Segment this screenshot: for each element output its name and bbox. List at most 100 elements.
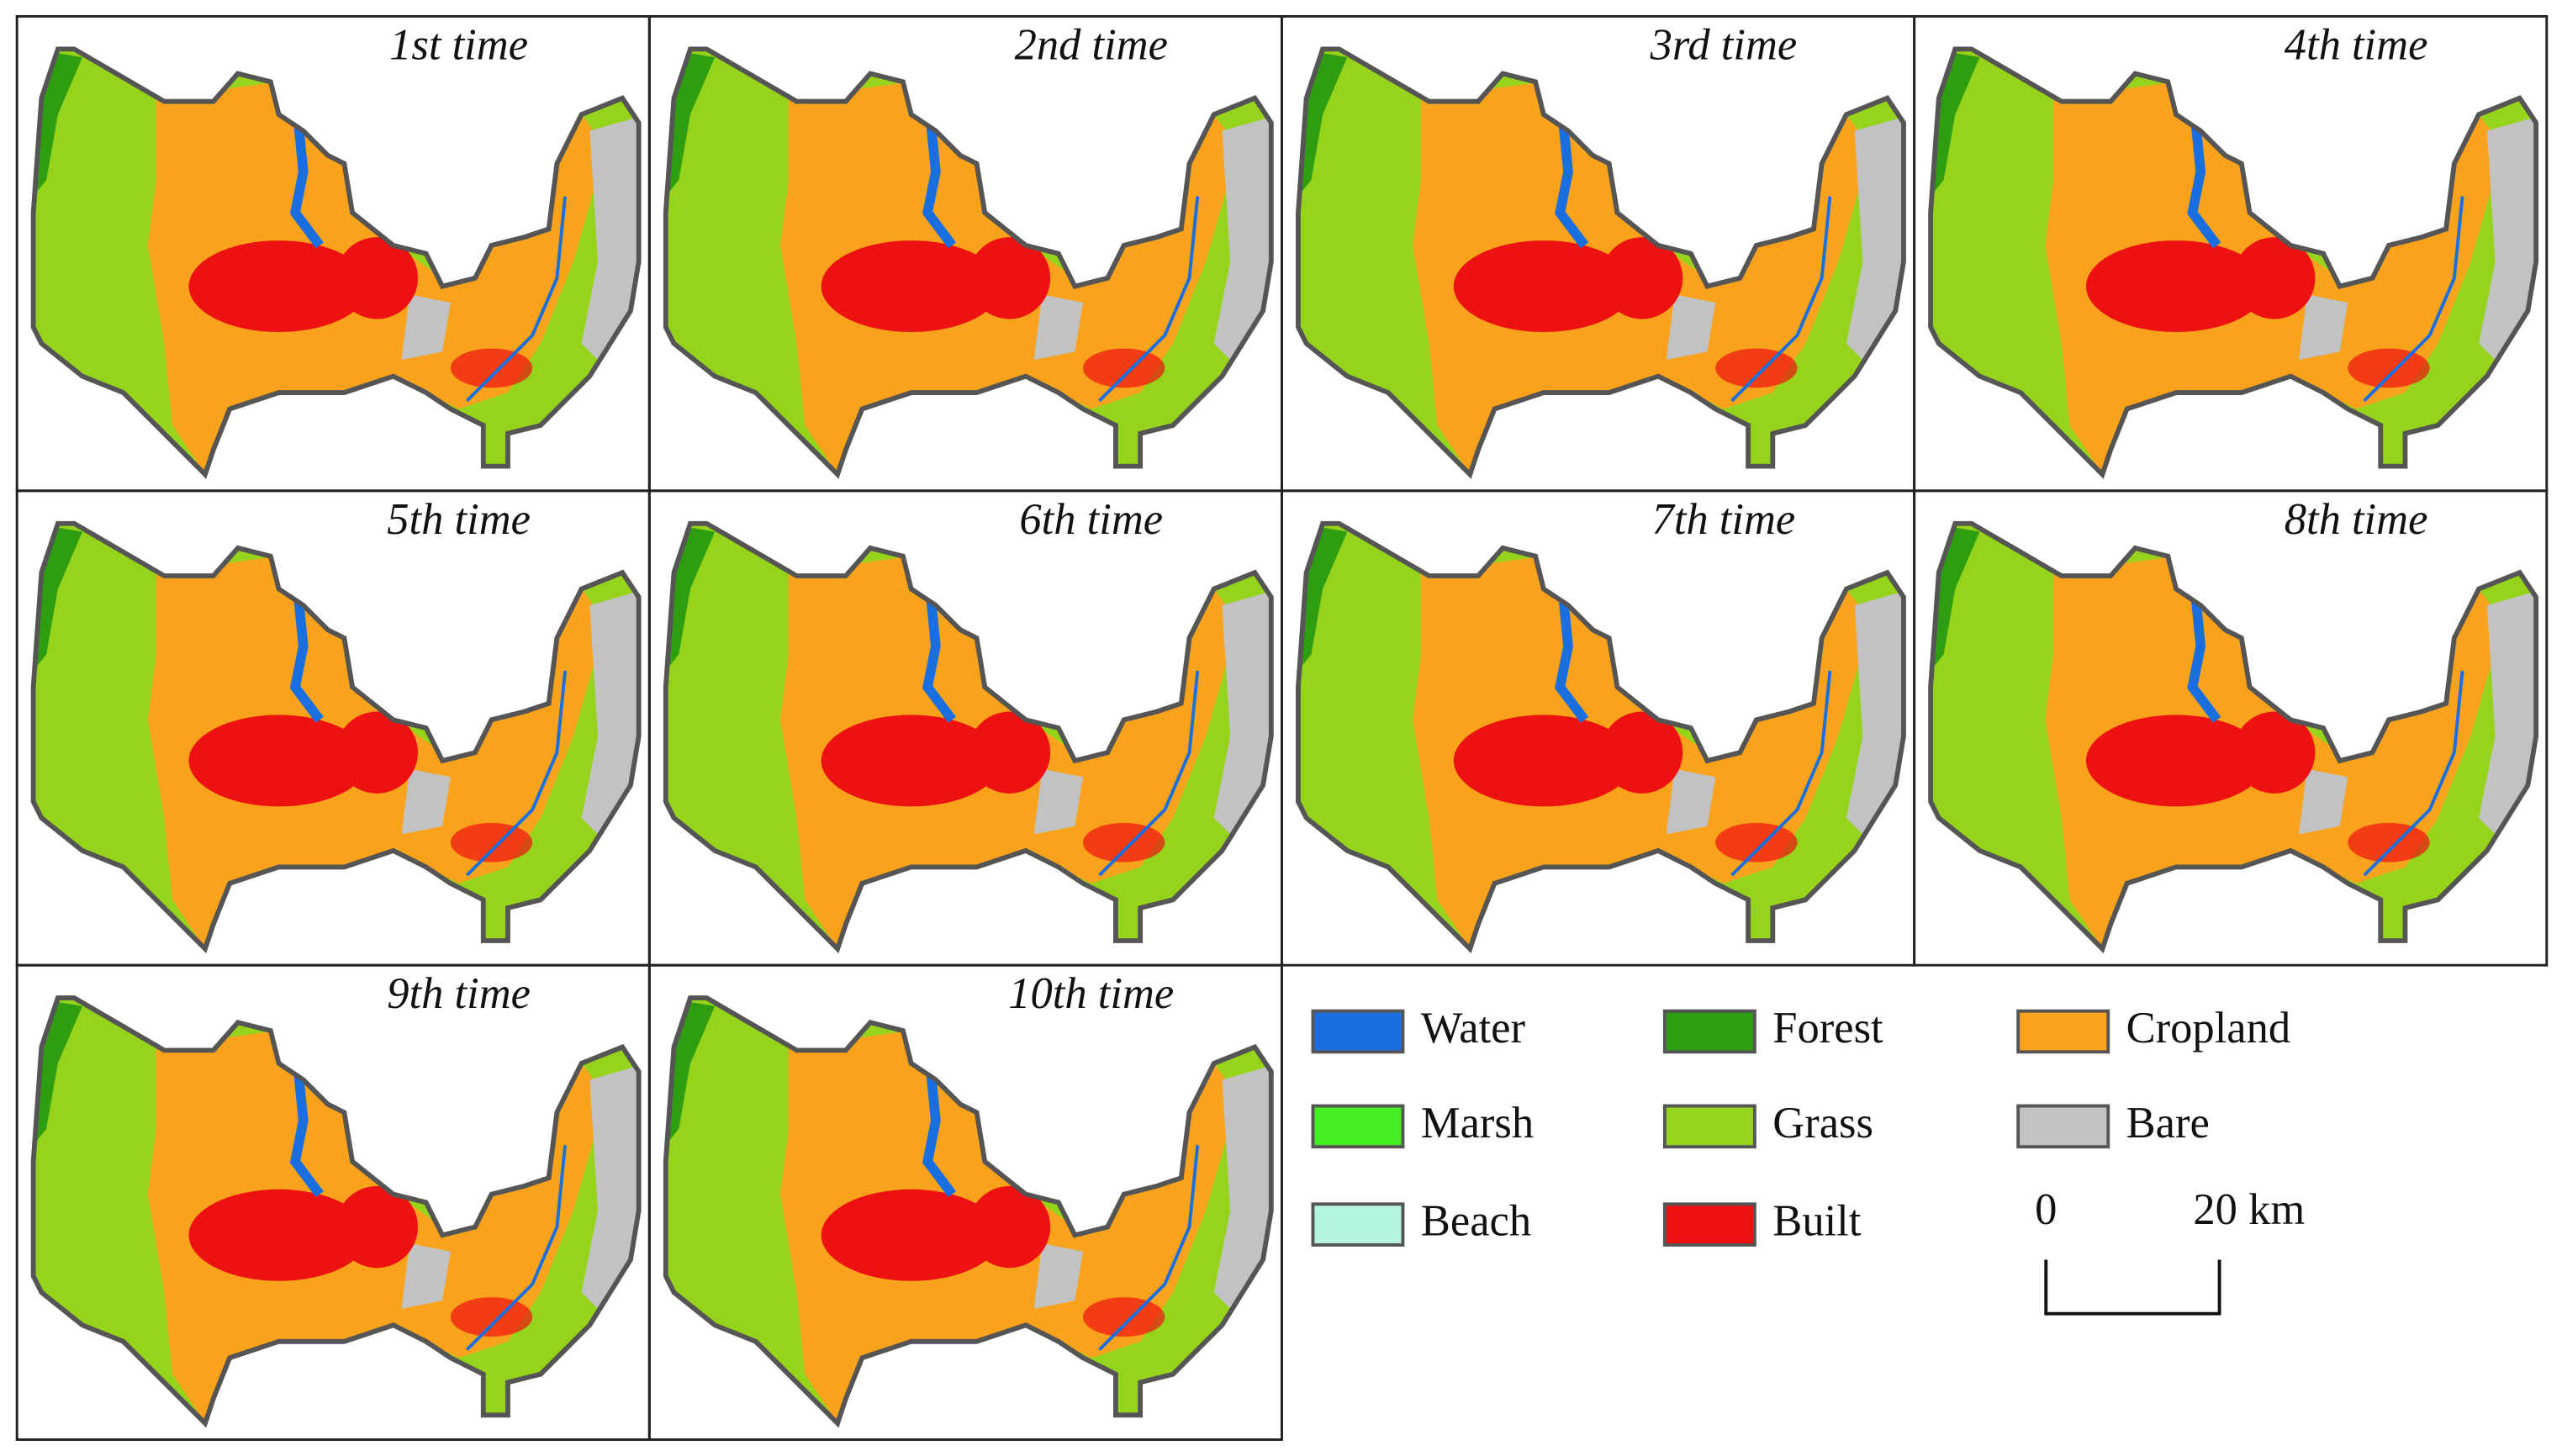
built-area <box>2348 822 2430 863</box>
river <box>289 596 324 723</box>
land-use-map <box>33 998 639 1424</box>
built-area <box>821 715 1001 807</box>
land-use-map <box>33 49 639 475</box>
river <box>2187 596 2221 723</box>
bare-patch <box>401 294 451 361</box>
panel-title: 3rd time <box>1650 20 1798 69</box>
map-panel: 2nd time <box>647 15 1283 493</box>
land-use-map <box>665 523 1271 949</box>
legend-swatch <box>1311 1202 1405 1247</box>
river <box>922 1071 957 1198</box>
built-area <box>450 1297 533 1337</box>
panel-frame <box>1913 489 2549 967</box>
built-area <box>188 240 369 333</box>
river <box>465 196 568 403</box>
built-area <box>2085 240 2267 333</box>
legend-label: Beach <box>1421 1197 1531 1246</box>
bare-patch <box>1033 294 1084 361</box>
map-panel: 5th time <box>15 489 651 967</box>
legend-label: Cropland <box>2126 1004 2291 1052</box>
land-use-map <box>665 998 1271 1424</box>
legend-label: Water <box>1421 1004 1526 1052</box>
map-panel: 9th time <box>15 963 651 1441</box>
built-area <box>188 1189 369 1281</box>
bare-patch <box>401 1243 451 1309</box>
scale-label: 20 km <box>2193 1185 2305 1234</box>
bare-patch <box>2298 294 2348 361</box>
map-panel: 10th time <box>647 963 1283 1441</box>
bare-patch <box>401 768 451 835</box>
built-area <box>1600 711 1683 794</box>
legend-label: Bare <box>2126 1099 2210 1147</box>
bare-patch <box>1666 768 1716 835</box>
built-area <box>1453 715 1634 807</box>
built-area <box>2233 237 2316 319</box>
land-use-map <box>1297 523 1904 949</box>
built-area <box>1083 1297 1165 1337</box>
built-area <box>1083 822 1165 863</box>
legend-label: Grass <box>1772 1099 1873 1147</box>
built-area <box>335 237 418 319</box>
land-use-map <box>1931 49 2537 475</box>
built-area <box>2348 348 2430 388</box>
built-area <box>2085 715 2267 807</box>
built-area <box>821 240 1001 333</box>
bare-patch <box>1033 768 1084 835</box>
built-area <box>188 715 369 807</box>
land-use-map <box>1297 49 1904 475</box>
panel-title: 5th time <box>387 495 531 544</box>
scale-label: 0 <box>2035 1185 2057 1234</box>
panel-title: 6th time <box>1019 495 1163 544</box>
built-area <box>968 711 1051 794</box>
panel-title: 4th time <box>2285 20 2428 69</box>
panel-title: 10th time <box>1008 969 1174 1018</box>
built-area <box>1715 348 1798 388</box>
river <box>1098 196 1200 403</box>
built-area <box>968 237 1051 319</box>
map-panel: 7th time <box>1281 489 1916 967</box>
built-area <box>1600 237 1683 319</box>
river <box>465 670 568 877</box>
bare-patch <box>2298 768 2348 835</box>
river <box>2363 196 2464 403</box>
map-panel: 1st time <box>15 15 651 493</box>
built-area <box>2233 711 2316 794</box>
legend-swatch <box>1662 1009 1756 1054</box>
built-area <box>335 711 418 794</box>
river <box>289 122 324 249</box>
map-panel: 3rd time <box>1281 15 1916 493</box>
land-use-map <box>665 49 1271 475</box>
panel-title: 2nd time <box>1015 20 1168 69</box>
river <box>289 1071 324 1198</box>
map-panel: 4th time <box>1913 15 2549 493</box>
scale-bar <box>2044 1259 2221 1316</box>
panel-title: 1st time <box>389 20 528 69</box>
panel-title: 9th time <box>387 969 531 1018</box>
built-area <box>450 348 533 388</box>
built-area <box>450 822 533 863</box>
bare-patch <box>1666 294 1716 361</box>
river <box>922 122 957 249</box>
river <box>1098 670 1200 877</box>
river <box>1098 1145 1200 1351</box>
built-area <box>1453 240 1634 333</box>
river <box>1555 596 1589 723</box>
land-use-map <box>1931 523 2537 949</box>
legend-label: Marsh <box>1421 1099 1534 1147</box>
legend-swatch <box>1662 1104 1756 1149</box>
river <box>2363 670 2464 877</box>
river <box>922 596 957 723</box>
legend-swatch <box>1311 1104 1405 1149</box>
map-panel: 8th time <box>1913 489 2549 967</box>
legend-swatch <box>1311 1009 1405 1054</box>
built-area <box>968 1185 1051 1269</box>
land-use-map <box>33 523 639 949</box>
legend-label: Forest <box>1772 1004 1883 1052</box>
panel-frame <box>647 963 1283 1441</box>
river <box>1555 122 1589 249</box>
legend-label: Built <box>1772 1197 1861 1246</box>
map-panel: 6th time <box>647 489 1283 967</box>
built-area <box>1715 822 1798 863</box>
river <box>1730 196 1832 403</box>
